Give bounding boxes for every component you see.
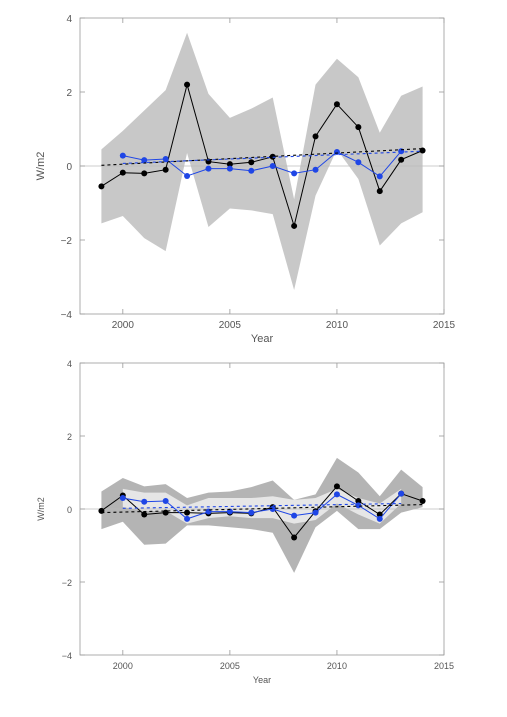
data-point-black-2013 xyxy=(398,156,405,163)
data-point-blue-2010 xyxy=(333,148,340,155)
data-point-blue-2005 xyxy=(226,165,233,172)
series-line-black xyxy=(101,82,423,228)
x-tick-label: 2000 xyxy=(113,661,133,671)
data-point-black-2011 xyxy=(355,497,362,504)
data-point-black-2012 xyxy=(376,188,383,195)
y-tick-label: 0 xyxy=(67,505,72,515)
data-point-blue-2006 xyxy=(248,509,255,516)
x-axis-label: Year xyxy=(251,333,274,345)
x-tick-label: 2015 xyxy=(433,320,456,331)
data-point-blue-2009 xyxy=(312,509,319,516)
chart-panel-1: 2000 2005 2010 2015 −4 −2 0 2 4 Year W/m2 xyxy=(35,14,456,345)
data-point-blue-2012 xyxy=(376,173,383,180)
data-point-blue-2008 xyxy=(291,512,298,519)
data-point-black-2003 xyxy=(184,509,191,516)
data-point-black-2000 xyxy=(119,169,126,176)
data-point-blue-2007 xyxy=(269,163,276,169)
data-point-blue-2001 xyxy=(141,498,148,505)
y-tick-label: −4 xyxy=(61,310,73,321)
data-point-blue-2007 xyxy=(269,506,276,512)
data-point-black-2012 xyxy=(376,511,383,518)
x-tick-label: 2010 xyxy=(326,320,349,331)
data-point-black-2002 xyxy=(162,166,169,173)
x-tick-label: 2000 xyxy=(112,320,135,331)
data-point-blue-2009 xyxy=(312,166,319,173)
data-point-black-2001 xyxy=(141,511,148,518)
data-point-blue-2002 xyxy=(162,497,169,504)
data-point-black-2010 xyxy=(333,101,340,108)
data-point-black-2001 xyxy=(141,170,148,177)
x-tick-label: 2015 xyxy=(434,661,454,671)
data-point-blue-2000 xyxy=(119,152,126,159)
data-point-black-2014 xyxy=(419,497,426,504)
data-point-black-2005 xyxy=(226,161,233,168)
trend-line-blue xyxy=(122,502,402,509)
data-point-blue-2003 xyxy=(184,172,191,179)
data-point-black-2010 xyxy=(333,483,340,490)
data-point-blue-2011 xyxy=(355,502,362,509)
data-point-blue-2012 xyxy=(376,515,383,522)
data-point-blue-2010 xyxy=(333,491,340,498)
data-point-black-2008 xyxy=(291,534,298,541)
data-point-blue-2003 xyxy=(184,515,191,522)
data-point-black-2003 xyxy=(184,81,191,88)
x-tick-label: 2005 xyxy=(219,320,242,331)
x-tick-label: 2005 xyxy=(220,661,240,671)
y-tick-label: 4 xyxy=(67,359,72,369)
data-point-blue-2002 xyxy=(162,155,169,162)
x-tick-label: 2010 xyxy=(327,661,347,671)
data-point-black-2009 xyxy=(312,133,319,140)
series-line-blue xyxy=(122,493,402,520)
data-point-black-2011 xyxy=(355,124,362,131)
y-tick-label: −2 xyxy=(62,578,72,588)
data-point-blue-2000 xyxy=(119,495,126,502)
y-tick-label: 0 xyxy=(66,162,72,173)
y-tick-label: 2 xyxy=(67,432,72,442)
trend-line-blue xyxy=(122,150,423,164)
y-tick-label: −4 xyxy=(62,651,72,661)
data-point-black-1999 xyxy=(98,183,105,190)
y-axis-label: W/m2 xyxy=(35,152,47,181)
data-point-blue-2013 xyxy=(398,490,405,497)
y-tick-label: 2 xyxy=(66,88,72,99)
y-tick-label: −2 xyxy=(61,236,73,247)
data-point-blue-2006 xyxy=(248,167,255,174)
data-point-blue-2001 xyxy=(141,157,148,164)
data-point-black-2008 xyxy=(291,222,298,229)
x-axis-label: Year xyxy=(253,675,271,685)
chart-panel-2: 2000 2005 2010 2015 −4 −2 0 2 4 Year W/m2 xyxy=(36,359,454,685)
data-point-black-2006 xyxy=(248,159,255,166)
data-point-blue-2011 xyxy=(355,159,362,166)
y-axis-label: W/m2 xyxy=(36,497,46,521)
y-tick-label: 4 xyxy=(66,14,72,25)
data-point-blue-2008 xyxy=(291,170,298,177)
data-point-blue-2005 xyxy=(226,508,233,515)
uncertainty-band-1 xyxy=(101,32,423,290)
data-point-blue-2004 xyxy=(205,165,212,172)
